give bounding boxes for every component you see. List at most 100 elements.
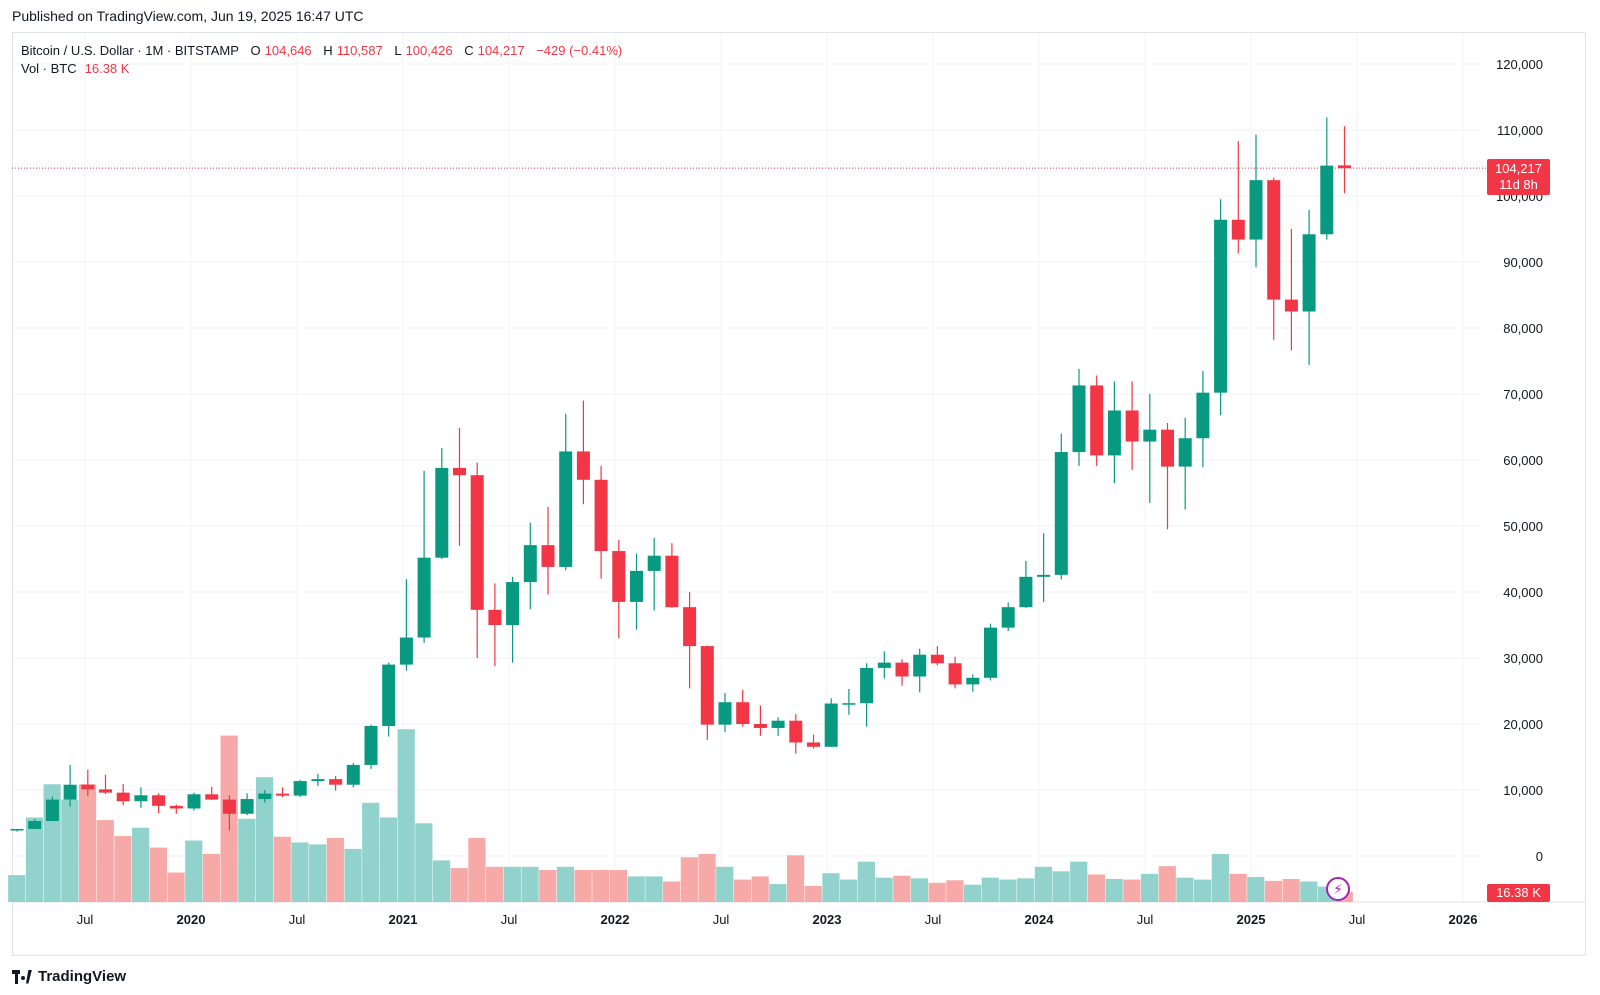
volume-bar [1158,866,1176,902]
candle-body [895,662,909,677]
volume-bar [96,820,114,902]
volume-bar [875,877,893,902]
lightning-icon[interactable]: ⚡ [1326,877,1350,901]
volume-bar [309,844,327,902]
candle-body [718,702,732,725]
x-tick-label: 2023 [813,912,842,927]
candle-body [1143,429,1157,442]
volume-bar [910,878,929,902]
x-tick-label: Jul [501,912,518,927]
candle-body [382,664,396,726]
volume-bar [326,838,344,902]
volume-bar [716,866,734,902]
chart-frame [12,32,1586,956]
volume-bar [1123,879,1141,902]
candle-body [1320,165,1334,235]
volume-bar [344,848,362,902]
volume-bar [999,879,1017,902]
y-tick-label: 50,000 [1503,519,1543,534]
volume-bar [78,784,97,902]
candle-body [1338,165,1351,169]
volume-bar [1264,880,1283,902]
candle-body [1161,429,1174,467]
y-tick-label: 60,000 [1503,453,1543,468]
last-price-badge: 104,217 11d 8h [1487,159,1550,195]
open-label: O [250,43,261,58]
volume-bar [238,818,256,902]
candle-body [293,781,307,796]
x-tick-label: Jul [1349,912,1366,927]
candle-body [399,637,413,665]
candle-body [1001,607,1015,628]
candle-body [417,557,431,638]
volume-bar [415,823,433,902]
candle-body [1125,410,1139,442]
candle-body [435,467,449,558]
volume-bar [751,876,769,902]
candle-body [842,703,856,705]
candle-body [346,764,360,785]
candle-body [1196,392,1210,439]
candle-body [1284,299,1298,312]
volume-bar [663,881,681,902]
volume-bar [1282,878,1300,902]
volume-bar [574,870,592,902]
y-tick-label: 90,000 [1503,255,1543,270]
volume-legend: Vol · BTC 16.38 K [21,61,129,76]
candle-body [276,793,289,796]
candle-body [771,720,785,728]
x-tick-label: 2025 [1237,912,1266,927]
close-label: C [464,43,474,58]
candle-body [807,742,820,747]
candle-body [683,607,697,647]
candle-body [169,805,183,809]
candle-body [329,779,343,785]
bar-countdown: 11d 8h [1499,177,1538,192]
volume-bar [468,838,486,902]
volume-bar [1176,877,1194,902]
published-caption: Published on TradingView.com, Jun 19, 20… [12,8,364,24]
candle-body [470,475,484,610]
volume-bar [981,877,999,902]
volume-bar [928,882,946,902]
volume-bar [627,876,645,902]
candle-body [488,609,502,625]
volume-bar [946,880,964,902]
volume-value: 16.38 K [84,61,130,76]
footer-brand-text: TradingView [38,968,127,985]
volume-bar [1229,873,1247,902]
candle-body [860,667,874,704]
volume-bar [840,879,858,902]
candle-body [966,677,980,685]
candle-body [700,646,714,725]
volume-bar [486,866,504,902]
volume-bar [786,855,805,902]
volume-bar [1300,881,1318,902]
symbol-label[interactable]: Bitcoin / U.S. Dollar · 1M · BITSTAMP [21,43,239,58]
last-price-value: 104,217 [1495,161,1542,176]
volume-bar [1211,854,1229,902]
candle-body [311,779,325,782]
x-tick-label: 2021 [389,912,418,927]
footer-brand[interactable]: TradingView [12,968,126,985]
candle-body [116,792,130,802]
candle-body [45,799,59,822]
volume-bar [1105,878,1123,902]
candle-body [205,794,219,800]
volume-bar [25,817,44,902]
volume-label[interactable]: Vol · BTC [21,61,77,76]
candle-body [152,795,166,806]
candle-body [364,725,378,765]
volume-bar [521,866,539,902]
volume-bar [645,876,663,902]
x-tick-label: Jul [713,912,730,927]
candle-body [10,828,24,831]
candle-body [1037,574,1051,577]
candle-body [258,793,272,800]
volume-bar [733,879,752,902]
volume-bar [1017,878,1035,902]
high-value: 110,587 [336,43,383,58]
volume-bar [273,836,291,902]
volume-bar [1087,874,1106,902]
